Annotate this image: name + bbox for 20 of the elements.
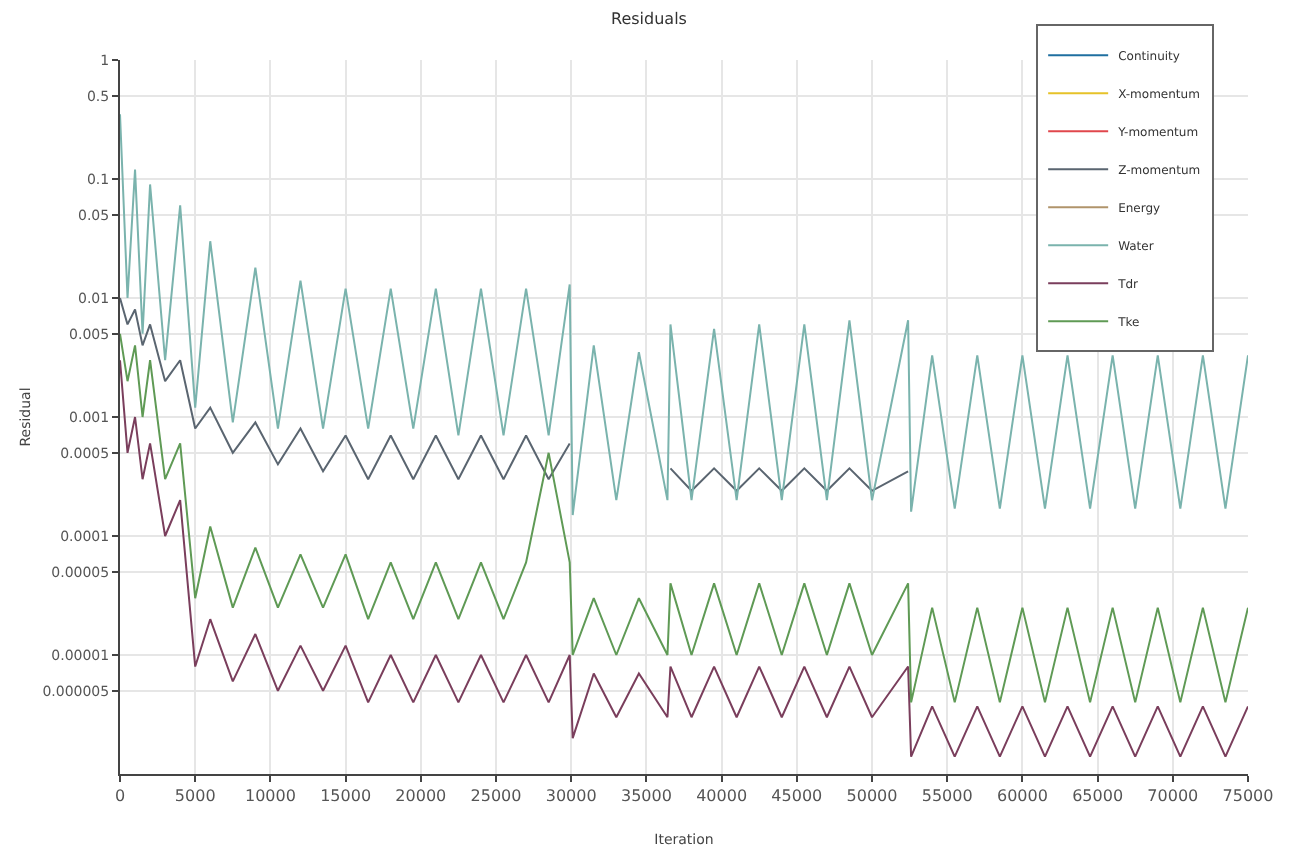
x-tick-label: 55000 — [921, 787, 973, 806]
x-tick-label: 25000 — [470, 787, 522, 806]
x-tick-label: 65000 — [1072, 787, 1124, 806]
x-tick-label: 10000 — [244, 787, 296, 806]
x-tick-label: 15000 — [320, 787, 372, 806]
x-tick-label: 30000 — [545, 787, 597, 806]
x-tick-label: 40000 — [696, 787, 748, 806]
line-series — [120, 113, 1248, 517]
x-tick-label: 5000 — [174, 787, 216, 806]
x-tick-label: 0 — [114, 787, 126, 806]
x-tick-label: 50000 — [846, 787, 898, 806]
x-tick-label: 35000 — [620, 787, 672, 806]
x-tick-label: 45000 — [771, 787, 823, 806]
x-tick-label: 60000 — [996, 787, 1048, 806]
line-series — [120, 359, 1248, 758]
x-tick-label: 70000 — [1147, 787, 1199, 806]
line-series — [120, 332, 1248, 704]
x-tick-label: 75000 — [1222, 787, 1274, 806]
chart-title: Residuals — [611, 10, 687, 29]
x-tick-label: 20000 — [395, 787, 447, 806]
